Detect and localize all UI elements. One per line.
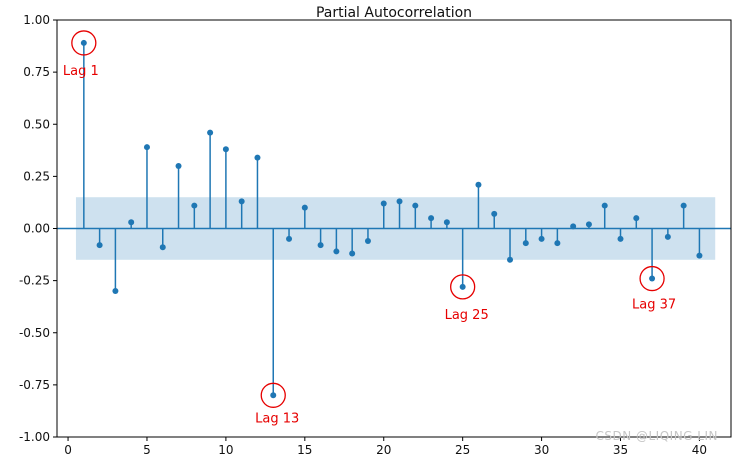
- y-axis-tick-label: 0.75: [23, 65, 50, 79]
- y-axis-tick-label: 1.00: [23, 13, 50, 27]
- x-axis-tick-label: 40: [692, 443, 707, 457]
- y-axis-tick-label: 0.25: [23, 169, 50, 183]
- stem-marker: [443, 219, 450, 226]
- stem-marker: [364, 238, 371, 245]
- x-axis-tick-label: 35: [613, 443, 628, 457]
- stem-marker: [459, 283, 466, 290]
- y-axis-tick-label: -0.25: [19, 274, 50, 288]
- stem-marker: [570, 223, 577, 230]
- annotation-label: Lag 37: [632, 298, 676, 313]
- annotation-circle: [71, 30, 97, 56]
- annotation-label: Lag 1: [63, 64, 99, 79]
- stem-marker: [128, 219, 135, 226]
- y-axis-tick-label: 0.00: [23, 222, 50, 236]
- stem-marker: [522, 240, 529, 247]
- stem-marker: [270, 392, 277, 399]
- annotation-label: Lag 13: [255, 411, 299, 426]
- annotation-circle: [639, 265, 665, 292]
- annotation-label: Lag 25: [445, 308, 489, 323]
- stem-marker: [96, 242, 103, 249]
- x-axis-tick-label: 10: [218, 443, 233, 457]
- y-axis-tick-label: 0.50: [23, 117, 50, 131]
- stem-marker: [428, 215, 435, 222]
- x-axis-tick-label: 20: [376, 443, 391, 457]
- x-axis-tick-label: 25: [455, 443, 470, 457]
- y-axis-tick-label: -1.00: [19, 430, 50, 444]
- stem-marker: [680, 202, 687, 209]
- stem-marker: [585, 221, 592, 228]
- x-axis-tick-label: 5: [143, 443, 151, 457]
- annotation-circle: [260, 382, 286, 408]
- chart-title: Partial Autocorrelation: [315, 5, 473, 21]
- x-axis-tick-label: 30: [534, 443, 549, 457]
- stem-marker: [301, 204, 308, 211]
- y-axis-tick-label: -0.50: [19, 326, 50, 340]
- stem-marker: [507, 256, 514, 263]
- y-axis-tick-label: -0.75: [19, 378, 50, 392]
- stem-marker: [191, 202, 198, 209]
- stem-marker: [380, 200, 387, 207]
- stem-marker: [80, 39, 87, 46]
- stem-marker: [538, 235, 545, 242]
- stem-marker: [175, 162, 182, 169]
- stem-marker: [207, 129, 214, 136]
- stem-marker: [396, 198, 403, 205]
- stem-marker: [254, 154, 261, 161]
- x-axis-tick-label: 0: [64, 443, 72, 457]
- stem-marker: [238, 198, 245, 205]
- stem-marker: [649, 275, 656, 282]
- stem-marker: [333, 248, 340, 255]
- stem-marker: [601, 202, 608, 209]
- stem-marker: [143, 144, 150, 151]
- stem-marker: [317, 242, 324, 249]
- stem-marker: [696, 252, 703, 259]
- stem-marker: [617, 235, 624, 242]
- stem-marker: [664, 233, 671, 240]
- stem-marker: [222, 146, 229, 153]
- stem-marker: [554, 240, 561, 247]
- stem-marker: [491, 210, 498, 217]
- x-axis-tick-label: 15: [297, 443, 312, 457]
- annotation-circle: [450, 274, 476, 300]
- stem-marker: [412, 202, 419, 209]
- stem-marker: [633, 215, 640, 222]
- stem-marker: [475, 181, 482, 188]
- stem-marker: [349, 250, 356, 257]
- stem-marker: [286, 235, 293, 242]
- stem-marker: [159, 244, 166, 251]
- stem-marker: [112, 288, 119, 295]
